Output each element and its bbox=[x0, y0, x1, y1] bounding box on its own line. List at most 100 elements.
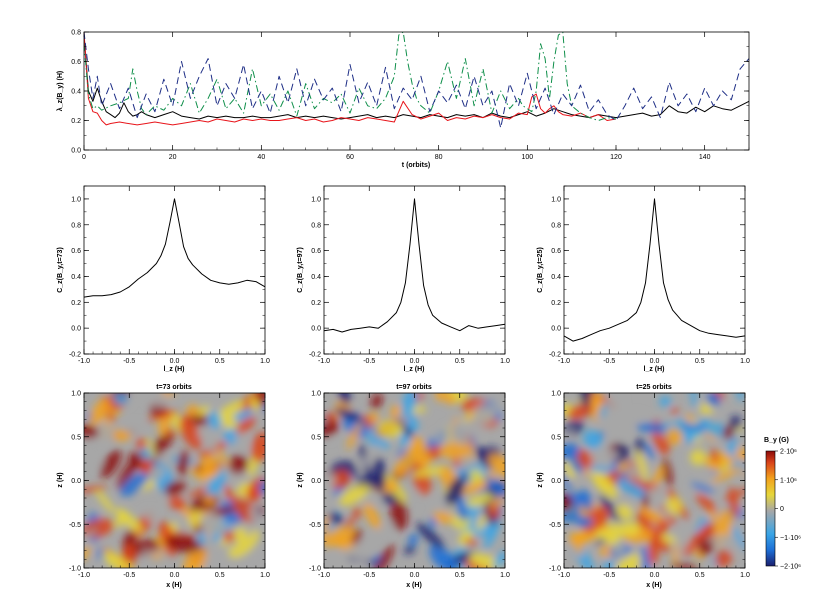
field-blob bbox=[615, 553, 642, 568]
field-blob bbox=[143, 509, 156, 521]
field-blob bbox=[618, 522, 641, 537]
field-blob bbox=[177, 450, 189, 477]
field-blob bbox=[352, 539, 371, 568]
top-ticks: 0 20 40 60 80 100 120 140 0.0 0.2 0.4 0.6 0.8 bbox=[71, 30, 750, 161]
field-blob bbox=[140, 549, 173, 555]
field-blob bbox=[641, 494, 650, 509]
y-tick-label: 1.0 bbox=[551, 196, 561, 203]
y-tick-label: 1.0 bbox=[71, 196, 81, 203]
x-tick-label: 1.0 bbox=[740, 572, 750, 579]
y-tick-label: -0.5 bbox=[549, 522, 561, 529]
x-tick-label: 140 bbox=[699, 154, 711, 161]
field-blob bbox=[373, 544, 394, 568]
x-tick-label: -0.5 bbox=[363, 572, 375, 579]
field-blob bbox=[595, 537, 606, 545]
field-blob bbox=[164, 480, 186, 496]
field-blob bbox=[589, 448, 621, 461]
field-blob bbox=[182, 548, 208, 568]
y-tick-label: 1.0 bbox=[311, 196, 321, 203]
x-tick-label: 40 bbox=[257, 154, 265, 161]
field-blob bbox=[458, 557, 493, 568]
field-blob bbox=[187, 486, 209, 498]
field-blob bbox=[203, 548, 220, 568]
field-blob bbox=[602, 560, 615, 568]
x-tick-label: -0.5 bbox=[603, 572, 615, 579]
x-tick-label: -0.5 bbox=[123, 572, 135, 579]
x-tick-label: -0.5 bbox=[363, 358, 375, 365]
field-blob bbox=[363, 503, 381, 530]
field-blob bbox=[625, 496, 639, 509]
x-tick-label: 0.0 bbox=[410, 358, 420, 365]
field-blob bbox=[615, 478, 648, 499]
field-blob bbox=[149, 465, 165, 481]
field-blob bbox=[428, 517, 437, 529]
field-blob bbox=[636, 449, 648, 481]
field-blob bbox=[608, 415, 631, 446]
series-line-1 bbox=[564, 198, 745, 342]
field-blob bbox=[728, 540, 740, 553]
x-tick-label: 1.0 bbox=[500, 572, 510, 579]
y-tick-label: 0.2 bbox=[71, 300, 81, 307]
x-tick-label: 1.0 bbox=[500, 358, 510, 365]
corr-2-ticks: -1.0 -0.5 0.0 0.5 1.0 -0.2 0.0 0.2 0.4 0.6 0.8 1.0 bbox=[309, 185, 510, 365]
y-tick-label: 0.4 bbox=[551, 274, 561, 281]
field-blob bbox=[168, 495, 186, 511]
field-blob bbox=[670, 407, 680, 415]
colorbar-tick-label: −1·10⁶ bbox=[780, 535, 801, 542]
field-blob bbox=[728, 486, 739, 518]
field-blob bbox=[136, 437, 147, 450]
field-blob bbox=[87, 434, 100, 452]
field-blob bbox=[416, 522, 445, 550]
map-2-ylabel: z (H) bbox=[297, 472, 304, 487]
y-tick-label: 0.6 bbox=[311, 248, 321, 255]
field-blob bbox=[690, 482, 715, 493]
corr-panel-3: -1.0 -0.5 0.0 0.5 1.0-0.20.00.20.40.60.81.0 … bbox=[537, 185, 750, 373]
map-1-xlabel: x (H) bbox=[166, 582, 182, 589]
map-2-field bbox=[324, 393, 505, 568]
y-tick-label: 0.5 bbox=[551, 434, 561, 441]
field-blob bbox=[367, 437, 390, 449]
field-blob bbox=[715, 549, 733, 568]
map-panel-3: t=25 orbits -1.0 -0.5 0.0 0.5 1.0 -1.0 -0.5 0.0… bbox=[537, 384, 750, 589]
x-tick-label: 0.5 bbox=[695, 358, 705, 365]
y-tick-label: 0.8 bbox=[311, 222, 321, 229]
field-blob bbox=[489, 489, 505, 510]
field-blob bbox=[89, 398, 110, 426]
field-blob bbox=[179, 417, 202, 450]
field-blob bbox=[390, 499, 408, 531]
map-1-ylabel: z (H) bbox=[57, 472, 64, 487]
x-tick-label: 0.5 bbox=[455, 358, 465, 365]
corr-3-ylabel: C_z(B_y,t=25) bbox=[537, 247, 544, 293]
field-blob bbox=[640, 545, 650, 568]
field-blob bbox=[433, 432, 443, 443]
field-blob bbox=[249, 395, 260, 412]
y-tick-label: -1.0 bbox=[549, 566, 561, 573]
field-blob bbox=[114, 511, 127, 528]
field-blobs bbox=[564, 393, 745, 568]
field-blob bbox=[564, 494, 574, 511]
field-blob bbox=[705, 535, 737, 543]
field-blob bbox=[648, 534, 660, 565]
field-blob bbox=[324, 421, 339, 438]
corr-1-ticks: -1.0 -0.5 0.0 0.5 1.0 -0.2 0.0 0.2 0.4 0.6 0.8 1.0 bbox=[69, 185, 270, 365]
y-tick-label: 0.0 bbox=[311, 478, 321, 485]
field-blob bbox=[656, 519, 669, 534]
field-blob bbox=[146, 410, 179, 421]
x-tick-label: 0.5 bbox=[455, 572, 465, 579]
field-blob bbox=[583, 430, 602, 449]
field-blob bbox=[146, 438, 156, 459]
map-3-ylabel: z (H) bbox=[537, 472, 544, 487]
y-tick-label: 0.6 bbox=[71, 248, 81, 255]
field-blob bbox=[331, 545, 358, 568]
field-blob bbox=[376, 420, 403, 438]
field-blob bbox=[396, 421, 415, 438]
x-tick-label: 0.0 bbox=[170, 572, 180, 579]
field-blob bbox=[117, 456, 139, 490]
corr-1-ylabel: C_z(B_y,t=73) bbox=[57, 247, 64, 293]
field-blob bbox=[473, 403, 505, 416]
field-blob bbox=[251, 431, 265, 463]
field-blob bbox=[118, 543, 136, 568]
field-blob bbox=[591, 471, 618, 499]
field-blob bbox=[346, 421, 362, 450]
